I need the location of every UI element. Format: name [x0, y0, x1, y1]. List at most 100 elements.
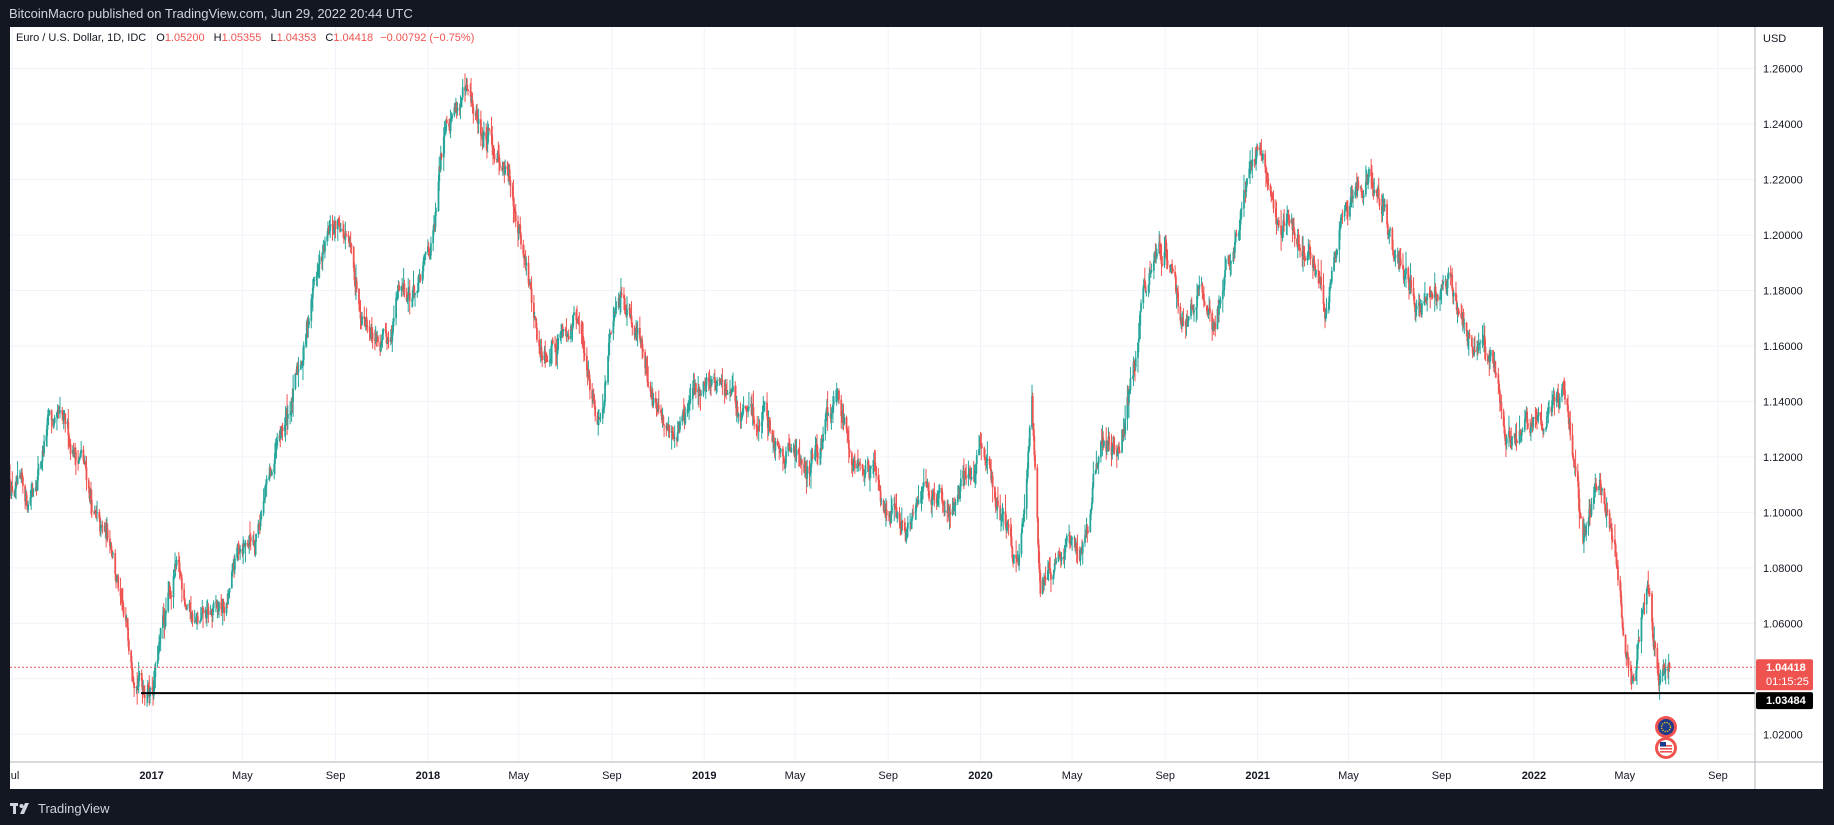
- candle-body: [308, 320, 310, 325]
- candle-body: [483, 132, 485, 137]
- candle-body: [1239, 220, 1242, 230]
- candle-body: [832, 396, 835, 405]
- candle-body: [1285, 223, 1288, 226]
- candle-body: [449, 119, 452, 132]
- candle-body: [99, 517, 101, 532]
- time-axis[interactable]: Jul 2017 May Sep 2018 May Sep 2019 May Sep 2020 May…: [5, 770, 1728, 782]
- candle-body: [1551, 400, 1554, 412]
- candle-body: [1086, 529, 1089, 531]
- candle-body: [1143, 279, 1146, 286]
- candle-body: [631, 323, 634, 328]
- candle-body: [1545, 427, 1547, 430]
- candle-body: [432, 229, 435, 244]
- candle-body: [925, 483, 928, 487]
- tradingview-logo-icon: [10, 803, 29, 814]
- candle-body: [527, 262, 530, 284]
- candle-body: [9, 479, 11, 487]
- candle-body: [583, 352, 586, 356]
- candle-body: [1168, 265, 1171, 267]
- euro-flag-icon[interactable]: [1655, 716, 1677, 738]
- candle-body: [140, 673, 143, 681]
- candle-body: [938, 487, 941, 493]
- candle-body: [932, 491, 935, 493]
- candle-body: [1503, 425, 1506, 434]
- candle-body: [1502, 411, 1505, 426]
- candle-body: [745, 409, 748, 412]
- candle-body: [1636, 643, 1639, 661]
- candle-body: [810, 463, 812, 474]
- candle-body: [1315, 270, 1317, 276]
- candle-body: [835, 393, 838, 397]
- candle-body: [1169, 266, 1172, 268]
- us-flag-icon[interactable]: [1655, 737, 1677, 759]
- candle-body: [850, 453, 853, 465]
- candle-body: [53, 422, 55, 427]
- candle-body: [149, 687, 151, 697]
- candle-body: [130, 650, 133, 663]
- candle-body: [411, 290, 414, 301]
- candle-body: [1271, 198, 1274, 200]
- candle-body: [264, 484, 267, 487]
- candle-body: [227, 593, 229, 605]
- candle-body: [255, 533, 257, 542]
- candle-body: [220, 602, 223, 609]
- candle-body: [1498, 390, 1501, 403]
- candle-body: [1388, 230, 1391, 234]
- candle-body: [588, 371, 591, 379]
- candle-body: [218, 602, 220, 612]
- candle-body: [336, 219, 339, 230]
- price-axis[interactable]: 1.020001.040001.060001.080001.100001.120…: [1763, 64, 1803, 742]
- candle-body: [490, 129, 493, 136]
- candle-body: [131, 669, 134, 678]
- candle-body: [984, 457, 987, 463]
- candle-body: [1520, 435, 1522, 437]
- candle-body: [655, 402, 658, 409]
- candle-body: [1219, 299, 1222, 304]
- candle-body: [797, 449, 800, 454]
- candle-body: [989, 464, 992, 469]
- footer-brand[interactable]: TradingView: [10, 797, 110, 819]
- candle-body: [735, 400, 737, 409]
- candle-body: [1190, 304, 1192, 317]
- price-tick-label: 1.10000: [1763, 507, 1803, 519]
- candle-body: [800, 460, 803, 464]
- candle-body: [1276, 222, 1279, 224]
- high-value: 1.05355: [222, 32, 262, 44]
- candle-body: [491, 135, 494, 147]
- candle-body: [1495, 373, 1497, 375]
- candle-body: [31, 491, 33, 496]
- candle-body: [435, 211, 438, 212]
- candle-body: [355, 281, 358, 290]
- candle-body: [517, 230, 520, 234]
- candle-body: [942, 503, 945, 506]
- candle-body: [846, 428, 849, 432]
- candle-body: [1399, 256, 1401, 259]
- candle-body: [221, 603, 224, 613]
- candle-body: [575, 312, 578, 321]
- candle-body: [1091, 487, 1094, 503]
- candle-body: [1160, 259, 1163, 265]
- chart-frame[interactable]: 1.020001.040001.060001.080001.100001.120…: [5, 27, 1823, 789]
- candle-body: [467, 89, 469, 91]
- candle-body: [147, 684, 150, 689]
- time-tick-label: 2018: [416, 770, 440, 782]
- candle-body: [577, 319, 580, 323]
- candle-body: [29, 497, 32, 505]
- candle-body: [1084, 535, 1087, 537]
- candle-body: [276, 440, 279, 446]
- candle-body: [784, 463, 787, 465]
- price-chart[interactable]: 1.020001.040001.060001.080001.100001.120…: [5, 27, 1823, 789]
- candle-body: [774, 441, 777, 451]
- candle-body: [1064, 546, 1067, 553]
- candle-body: [342, 231, 345, 239]
- candle-body: [502, 162, 505, 168]
- candle-body: [753, 419, 756, 425]
- time-tick-label: May: [508, 770, 529, 782]
- candle-body: [1424, 298, 1426, 302]
- candle-body: [459, 103, 462, 109]
- candle-body: [1270, 191, 1273, 197]
- candle-body: [1032, 423, 1035, 436]
- candle-body: [101, 525, 104, 527]
- candle-body: [732, 386, 734, 392]
- candle-body: [1585, 525, 1588, 535]
